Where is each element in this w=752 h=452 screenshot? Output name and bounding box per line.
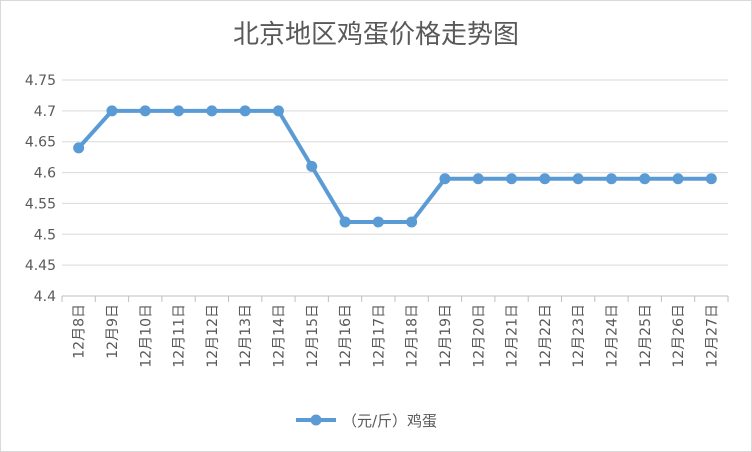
y-tick-label: 4.55 (25, 196, 56, 212)
x-tick-label: 12月13日 (238, 304, 254, 368)
y-tick-label: 4.65 (25, 135, 56, 151)
data-point (239, 105, 251, 117)
x-tick-label: 12月24日 (604, 304, 620, 368)
x-tick-label: 12月27日 (704, 304, 720, 368)
data-point (672, 173, 684, 185)
y-tick-label: 4.7 (34, 104, 56, 120)
data-point (173, 105, 185, 117)
x-tick-label: 12月20日 (471, 304, 487, 368)
x-tick-label: 12月15日 (305, 304, 321, 368)
y-tick-label: 4.45 (25, 258, 56, 274)
data-point (539, 173, 551, 185)
data-point (605, 173, 617, 185)
data-point (206, 105, 218, 117)
data-point (272, 105, 284, 117)
x-tick-label: 12月8日 (72, 304, 88, 359)
data-point (506, 173, 518, 185)
data-point (139, 105, 151, 117)
legend-marker (310, 414, 322, 426)
y-tick-label: 4.4 (34, 289, 56, 305)
data-point (406, 216, 418, 228)
y-tick-label: 4.5 (34, 227, 56, 243)
x-tick-label: 12月23日 (571, 304, 587, 368)
series-line (76, 108, 714, 224)
chart-title: 北京地区鸡蛋价格走势图 (232, 20, 519, 50)
x-tick-label: 12月12日 (205, 304, 221, 368)
x-tick-label: 12月18日 (405, 304, 421, 368)
y-tick-label: 4.6 (34, 166, 56, 182)
x-tick-label: 12月14日 (271, 304, 287, 368)
x-tick-label: 12月26日 (671, 304, 687, 368)
data-point (439, 173, 451, 185)
x-tick-label: 12月17日 (371, 304, 387, 368)
x-tick-label: 12月10日 (138, 304, 154, 368)
data-point (73, 142, 85, 154)
data-point (106, 105, 118, 117)
x-tick-label: 12月11日 (172, 304, 188, 368)
x-tick-label: 12月22日 (538, 304, 554, 368)
data-point (572, 173, 584, 185)
legend-label: （元/斤）鸡蛋 (342, 412, 437, 430)
data-point (639, 173, 651, 185)
x-tick-label: 12月9日 (105, 304, 121, 359)
data-point (372, 216, 384, 228)
y-tick-label: 4.75 (25, 73, 56, 89)
x-tick-label: 12月25日 (638, 304, 654, 368)
data-point (472, 173, 484, 185)
x-tick-label: 12月21日 (505, 304, 521, 368)
x-tick-label: 12月19日 (438, 304, 454, 368)
data-point (339, 216, 351, 228)
x-tick-label: 12月16日 (338, 304, 354, 368)
data-point (306, 160, 318, 172)
data-point (705, 173, 717, 185)
